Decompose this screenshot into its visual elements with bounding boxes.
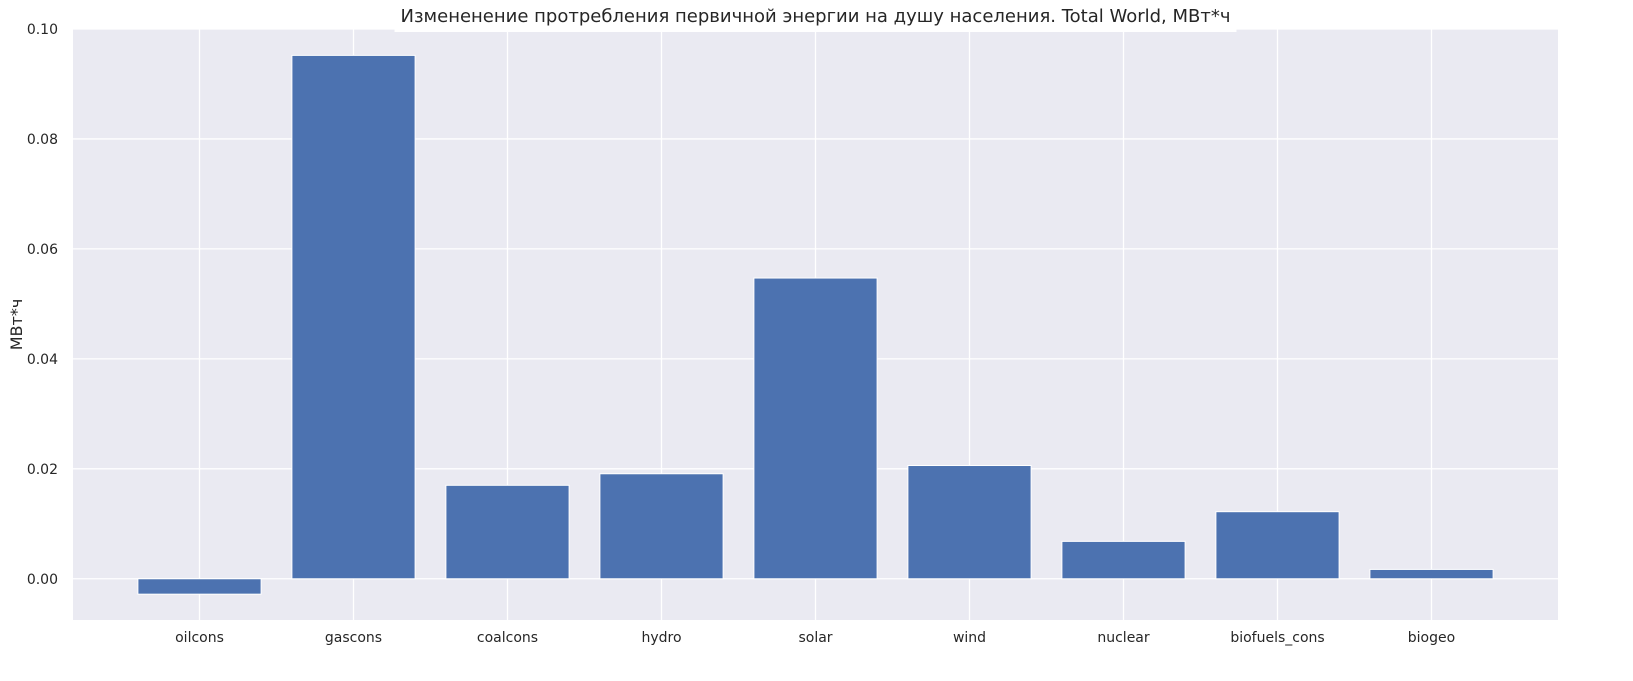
y-axis-label: МВт*ч [7, 299, 26, 351]
x-tick-label: hydro [641, 630, 681, 646]
x-tick-label: solar [798, 630, 832, 646]
x-tick-labels: oilcons gascons coalcons hydro solar wind nucl… [175, 630, 1455, 646]
bar-biofuels_cons [1215, 511, 1340, 580]
bar-solar [753, 277, 878, 580]
bar-hydro [599, 473, 724, 580]
y-tick-label: 0.06 [27, 242, 58, 258]
bar-oilcons [137, 578, 262, 595]
y-tick-label: 0.02 [27, 462, 58, 478]
bar-nuclear [1061, 540, 1186, 580]
y-tick-labels: 0.00 0.02 0.04 0.06 0.08 0.10 [27, 22, 58, 588]
y-tick-label: 0.10 [27, 22, 58, 38]
bar-wind [907, 465, 1032, 580]
y-tick-label: 0.00 [27, 572, 58, 588]
bar-coalcons [445, 484, 570, 580]
x-tick-label: coalcons [477, 630, 538, 646]
x-tick-label: wind [953, 630, 986, 646]
x-tick-label: nuclear [1097, 630, 1150, 646]
x-tick-label: gascons [325, 630, 382, 646]
bar-biogeo [1369, 568, 1494, 580]
bars [137, 54, 1494, 595]
y-tick-label: 0.04 [27, 352, 58, 368]
x-tick-label: oilcons [175, 630, 224, 646]
bar-gascons [291, 54, 416, 580]
x-tick-label: biofuels_cons [1230, 630, 1324, 646]
chart-title-background [394, 3, 1237, 32]
y-tick-label: 0.08 [27, 132, 58, 148]
x-tick-label: biogeo [1408, 630, 1455, 646]
chart-title: Измененение протребления первичной энерг… [401, 6, 1231, 27]
